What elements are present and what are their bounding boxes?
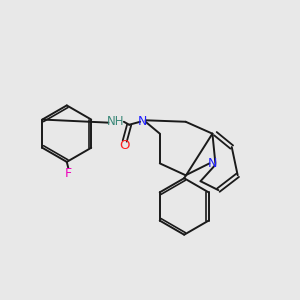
Text: N: N — [208, 157, 217, 170]
Text: N: N — [138, 115, 147, 128]
Text: F: F — [65, 167, 72, 180]
Text: O: O — [119, 139, 130, 152]
Text: NH: NH — [107, 115, 124, 128]
